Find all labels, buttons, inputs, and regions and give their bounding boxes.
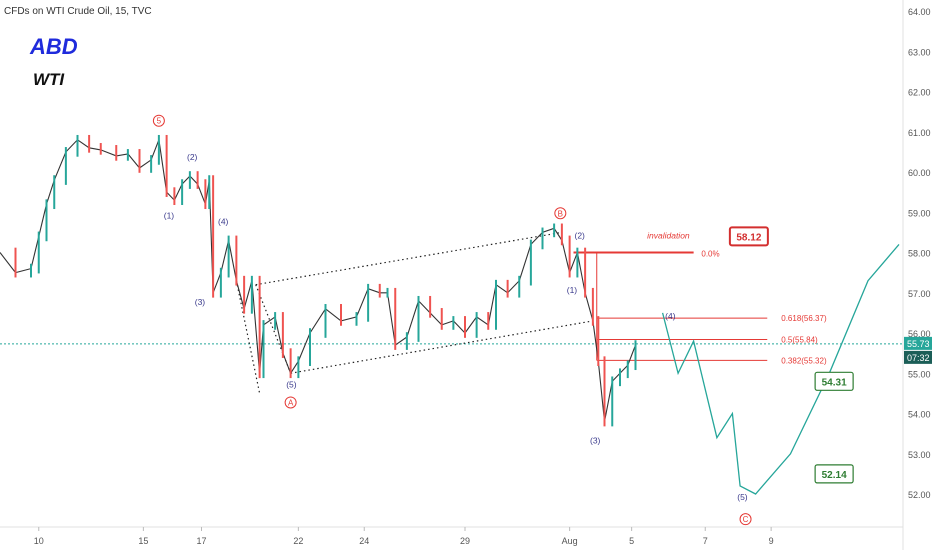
price-target-label: 54.31 (822, 377, 847, 388)
price-target-box (728, 226, 769, 247)
y-tick-label: 54.00 (908, 410, 931, 420)
x-tick-label: 29 (460, 536, 470, 546)
y-tick-label: 64.00 (908, 7, 931, 17)
chart-symbol-title: CFDs on WTI Crude Oil, 15, TVC (4, 6, 152, 17)
wave-label-circle (739, 513, 752, 526)
wave-label-circle (554, 207, 567, 220)
y-tick-label: 59.00 (908, 208, 931, 218)
y-tick-label: 55.00 (908, 369, 931, 379)
x-tick-label: 24 (359, 536, 369, 546)
x-tick-label: Aug (562, 536, 578, 546)
wave-label: (2) (575, 230, 586, 240)
wave-label: (3) (590, 436, 601, 446)
fib-level-label: 0.618(56.37) (781, 314, 827, 323)
y-tick-label: 61.00 (908, 128, 931, 138)
current-price-tag (904, 336, 932, 350)
wave-label-circle (284, 396, 297, 409)
wave-label-circle (152, 114, 165, 127)
wave-label: A (288, 398, 294, 407)
y-tick-label: 52.00 (908, 490, 931, 500)
price-series (0, 137, 637, 422)
channel-line-upper (255, 231, 562, 286)
wave-label: B (558, 209, 563, 218)
wave-label: (2) (187, 152, 198, 162)
y-tick-label: 62.00 (908, 88, 931, 98)
brand-subtitle: WTI (33, 70, 65, 89)
x-tick-label: 9 (769, 536, 774, 546)
wave-label: C (743, 515, 749, 524)
fib-zero-label: 0.0% (701, 250, 719, 259)
countdown-label: 07:32 (907, 353, 930, 363)
wave-label: (1) (164, 210, 175, 220)
price-target-box (814, 464, 854, 484)
y-tick-label: 58.00 (908, 249, 931, 259)
x-tick-label: 15 (138, 536, 148, 546)
projection-path (661, 243, 900, 495)
channel-line-left2 (235, 280, 261, 394)
x-tick-label: 10 (34, 536, 44, 546)
invalidation-label: invalidation (647, 230, 690, 240)
current-price-label: 55.73 (907, 339, 930, 349)
y-tick-label: 63.00 (908, 47, 931, 57)
wave-label: (3) (195, 297, 206, 307)
x-tick-label: 17 (196, 536, 206, 546)
wave-label: (5) (286, 379, 297, 389)
price-target-label: 52.14 (822, 470, 847, 481)
wave-label: 5 (157, 117, 162, 126)
price-target-box (814, 371, 854, 391)
x-tick-label: 7 (703, 536, 708, 546)
wave-label: (5) (737, 492, 748, 502)
wave-label: (1) (567, 285, 578, 295)
wave-label: (4) (665, 311, 676, 321)
wave-label: (4) (218, 216, 229, 226)
channel-line-lower (290, 320, 593, 374)
countdown-tag (904, 350, 932, 364)
price-target-label: 58.12 (736, 232, 761, 243)
fib-level-label: 0.5(55.84) (781, 335, 818, 344)
x-tick-label: 22 (293, 536, 303, 546)
y-tick-label: 60.00 (908, 168, 931, 178)
y-tick-label: 53.00 (908, 450, 931, 460)
y-tick-label: 56.00 (908, 329, 931, 339)
y-tick-label: 57.00 (908, 289, 931, 299)
fib-level-label: 0.382(55.32) (781, 356, 827, 365)
x-tick-label: 5 (629, 536, 634, 546)
brand-title: ABD (30, 34, 78, 59)
